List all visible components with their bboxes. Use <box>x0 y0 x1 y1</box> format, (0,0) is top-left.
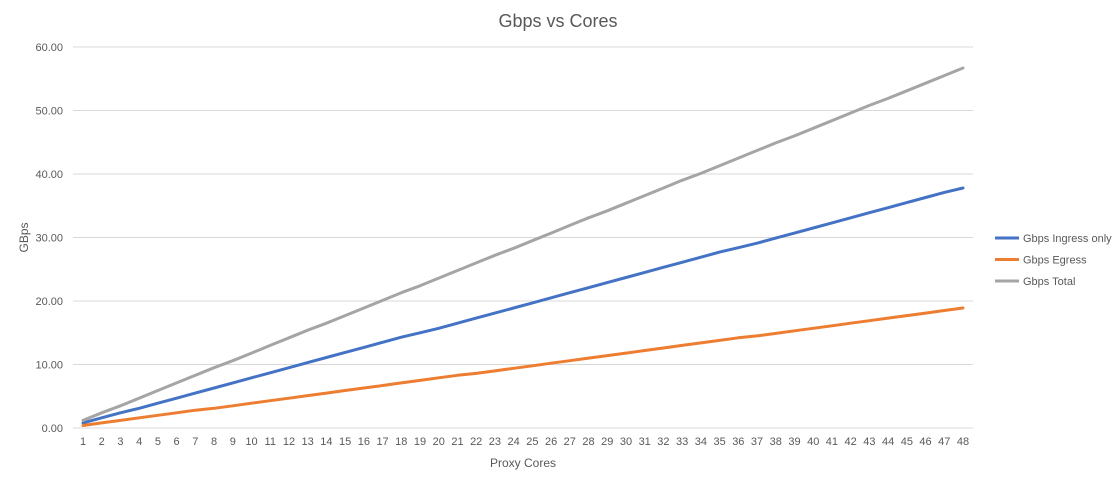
series-line-2 <box>81 306 965 427</box>
chart-title: Gbps vs Cores <box>498 11 617 31</box>
x-tick-label: 28 <box>582 436 594 448</box>
x-tick-label: 16 <box>358 436 370 448</box>
x-tick-label: 8 <box>211 436 217 448</box>
x-tick-label: 40 <box>807 436 819 448</box>
x-tick-label: 5 <box>155 436 161 448</box>
x-tick-label: 38 <box>770 436 782 448</box>
series-lines <box>81 66 965 427</box>
y-tick-label: 20.00 <box>35 296 63 308</box>
x-tick-label: 29 <box>601 436 613 448</box>
x-tick-label: 23 <box>489 436 501 448</box>
y-axis-ticks: 0.00 10.00 20.00 30.00 40.00 50.00 60.00 <box>35 42 63 435</box>
y-axis-title: GBps <box>17 222 31 252</box>
x-tick-label: 11 <box>265 436 276 448</box>
x-tick-label: 33 <box>676 436 688 448</box>
x-tick-label: 18 <box>395 436 407 448</box>
x-tick-label: 46 <box>919 436 931 448</box>
x-tick-label: 48 <box>957 436 969 448</box>
x-tick-label: 24 <box>508 436 520 448</box>
x-tick-label: 19 <box>414 436 426 448</box>
x-tick-label: 42 <box>845 436 857 448</box>
x-tick-label: 41 <box>826 436 838 448</box>
x-tick-label: 7 <box>192 436 198 448</box>
x-tick-label: 45 <box>901 436 913 448</box>
x-tick-label: 30 <box>620 436 632 448</box>
gridlines <box>73 46 973 365</box>
x-tick-label: 34 <box>695 436 707 448</box>
legend-label: Gbps Total <box>1023 276 1075 288</box>
x-tick-label: 43 <box>863 436 875 448</box>
x-tick-label: 21 <box>451 436 463 448</box>
x-tick-label: 6 <box>174 436 180 448</box>
x-tick-label: 22 <box>470 436 482 448</box>
series-line-1 <box>81 186 965 425</box>
x-tick-label: 14 <box>320 436 332 448</box>
x-tick-label: 2 <box>99 436 105 448</box>
x-axis-title: Proxy Cores <box>490 456 556 470</box>
x-tick-label: 20 <box>433 436 445 448</box>
y-tick-label: 30.00 <box>35 233 63 245</box>
x-tick-label: 32 <box>657 436 669 448</box>
x-tick-label: 31 <box>639 436 651 448</box>
x-tick-label: 36 <box>732 436 744 448</box>
y-tick-label: 50.00 <box>35 106 63 118</box>
y-tick-label: 10.00 <box>35 360 63 372</box>
x-tick-label: 44 <box>882 436 894 448</box>
x-tick-label: 15 <box>339 436 351 448</box>
legend-label: Gbps Egress <box>1023 255 1087 267</box>
x-tick-label: 4 <box>136 436 142 448</box>
x-tick-label: 25 <box>526 436 538 448</box>
series-line-3 <box>81 66 965 422</box>
y-tick-label: 0.00 <box>42 423 63 435</box>
x-tick-label: 39 <box>788 436 800 448</box>
x-axis-ticks: 1 2 3 4 5 6 7 8 9 10 11 12 13 14 15 16 17 18 19 20 21 22 23 24 2… <box>80 436 969 448</box>
x-tick-label: 1 <box>80 436 86 448</box>
x-tick-label: 47 <box>938 436 950 448</box>
x-tick-label: 35 <box>713 436 725 448</box>
legend: Gbps Ingress only Gbps Egress Gbps Total <box>995 233 1112 288</box>
x-tick-label: 12 <box>283 436 295 448</box>
x-tick-label: 13 <box>302 436 314 448</box>
x-tick-label: 37 <box>751 436 763 448</box>
y-tick-label: 40.00 <box>35 169 63 181</box>
x-tick-label: 27 <box>564 436 576 448</box>
x-tick-label: 26 <box>545 436 557 448</box>
y-tick-label: 60.00 <box>35 42 63 54</box>
x-tick-label: 17 <box>376 436 388 448</box>
x-tick-label: 3 <box>117 436 123 448</box>
x-tick-label: 9 <box>230 436 236 448</box>
x-tick-label: 10 <box>245 436 257 448</box>
legend-label: Gbps Ingress only <box>1023 233 1112 245</box>
